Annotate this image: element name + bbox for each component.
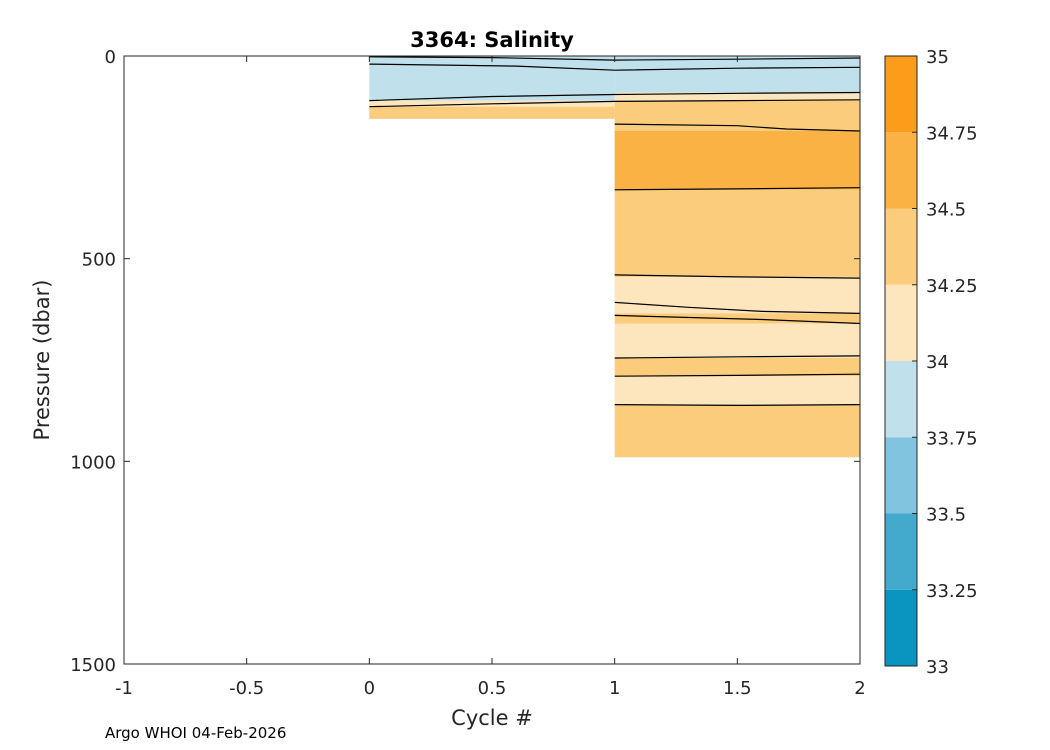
- x-axis-label: Cycle #: [451, 706, 533, 730]
- salinity-band-0: [369, 56, 615, 101]
- salinity-band-11: [614, 357, 860, 377]
- salinity-band-12: [614, 376, 860, 405]
- y-axis-label: Pressure (dbar): [30, 280, 54, 441]
- colorbar-segment: [885, 284, 917, 361]
- colorbar-segment: [885, 361, 917, 438]
- y-tick-label: 1500: [70, 655, 116, 676]
- colorbar-tick-label: 33: [926, 657, 949, 678]
- x-tick-label: 1: [609, 678, 620, 699]
- x-tick-label: 2: [854, 678, 865, 699]
- colorbar-segment: [885, 589, 917, 666]
- contour-line-11: [614, 404, 861, 407]
- x-tick-label: 1.5: [723, 678, 752, 699]
- colorbar-segment: [885, 56, 917, 133]
- contour-line-5: [614, 187, 861, 191]
- salinity-band-7: [614, 189, 860, 277]
- salinity-band-3: [614, 56, 860, 93]
- colorbar: 33 33.25 33.5 33.75 34 34.25 34.5 34.75 35: [884, 47, 978, 678]
- colorbar-tick-label: 34.75: [926, 123, 978, 144]
- contour-line-2: [369, 91, 861, 102]
- contour-line-1: [369, 63, 861, 71]
- colorbar-tick-label: 33.25: [926, 581, 978, 602]
- y-tick-label: 0: [105, 47, 116, 68]
- salinity-band-10: [614, 323, 860, 358]
- contour-line-6: [614, 274, 861, 279]
- salinity-band-2: [369, 106, 615, 119]
- contour-line-7: [614, 301, 861, 314]
- contour-line-9: [614, 355, 861, 359]
- y-axis: 0 500 1000 1500: [70, 47, 860, 676]
- colorbar-segment: [885, 132, 917, 209]
- colorbar-segment: [885, 437, 917, 514]
- salinity-band-4: [614, 92, 860, 101]
- contour-line-8: [614, 314, 861, 325]
- salinity-band-5: [614, 100, 860, 131]
- colorbar-tick-label: 34.5: [926, 200, 966, 221]
- x-tick-label: 0.5: [478, 678, 507, 699]
- contour-line-3: [369, 99, 861, 108]
- x-axis: -1 -0.5 0 0.5 1 1.5 2: [115, 56, 866, 699]
- salinity-band-13: [614, 404, 860, 458]
- colorbar-tick-label: 33.75: [926, 428, 978, 449]
- colorbar-tick-label: 34.25: [926, 276, 978, 297]
- x-tick-label: -1: [115, 678, 133, 699]
- colorbar-tick-label: 33.5: [926, 505, 966, 526]
- colorbar-tick-label: 34: [926, 352, 949, 373]
- footer-credit: Argo WHOI 04-Feb-2026: [105, 724, 287, 742]
- salinity-bands: [369, 56, 860, 458]
- chart-title: 3364: Salinity: [410, 28, 574, 52]
- y-tick-label: 500: [82, 250, 116, 271]
- colorbar-tick-label: 35: [926, 47, 949, 68]
- x-tick-label: -0.5: [229, 678, 264, 699]
- colorbar-segment: [885, 513, 917, 590]
- contour-line-4: [614, 123, 861, 132]
- salinity-band-6: [614, 130, 860, 190]
- salinity-band-8: [614, 276, 860, 314]
- y-tick-label: 1000: [70, 452, 116, 473]
- contour-line-10: [614, 373, 861, 377]
- x-tick-label: 0: [364, 678, 375, 699]
- colorbar-segment: [885, 208, 917, 285]
